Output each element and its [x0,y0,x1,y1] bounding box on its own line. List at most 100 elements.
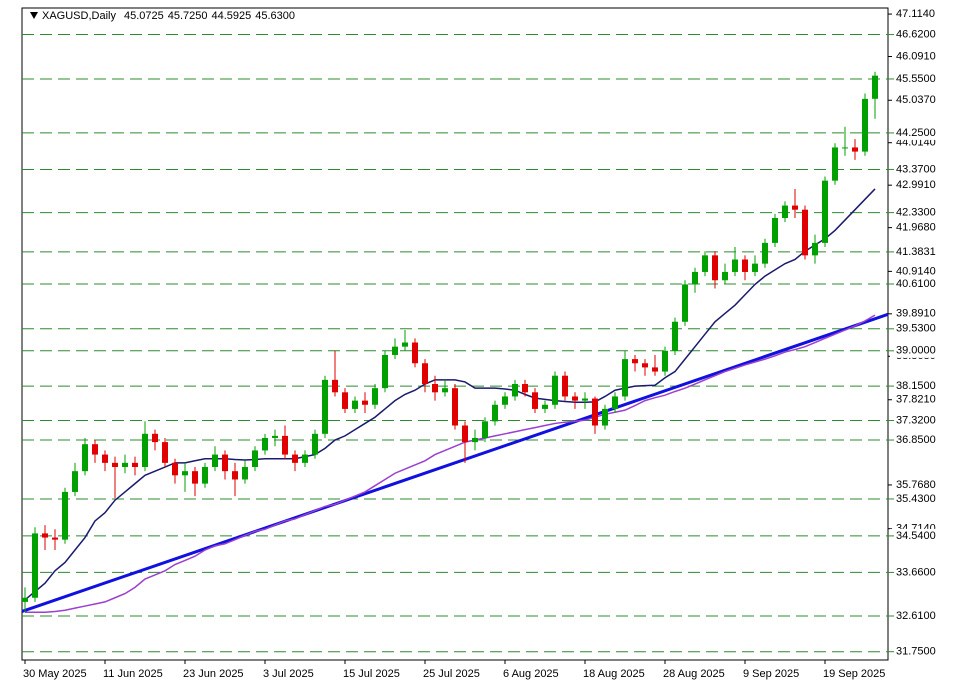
header-quote: 44.5925 [212,10,252,22]
candle-body [812,242,818,256]
collapse-icon[interactable] [30,12,38,19]
level-label: 38.1500 [896,380,936,392]
candle-body [372,388,378,405]
level-label: 33.6600 [896,566,936,578]
candle-body [782,205,788,219]
candle-body [632,359,638,364]
level-label: 37.3200 [896,414,936,426]
candle-body [542,404,548,409]
level-label-bg [890,162,958,177]
candle-body [492,404,498,422]
level-label: 44.2500 [896,127,936,139]
candle-body [792,205,798,210]
candle-body [72,471,78,492]
candle-body [652,367,658,372]
level-label: 36.8500 [896,434,936,446]
candle-body [152,433,158,443]
candle-body [612,396,618,409]
level-label-bg [890,71,958,86]
candle-body [402,342,408,347]
candle-body [422,363,428,385]
candle-body [162,442,168,463]
header-quote: 45.6300 [255,10,295,22]
x-tick-label: 6 Aug 2025 [503,668,559,680]
level-label-bg [890,413,958,428]
level-label: 34.5400 [896,530,936,542]
candle-body [462,425,468,443]
candle-body [262,437,268,451]
candle-body [22,597,28,602]
moving-average [25,314,876,614]
level-label: 35.4300 [896,493,936,505]
y-tick-label: 39.8910 [896,308,936,320]
candle-body [412,342,418,364]
candle-body [302,454,308,463]
candle-body [502,396,508,405]
candle-body [222,454,228,472]
candle-body [142,433,148,468]
candle-body [292,454,298,463]
candle-body [342,392,348,409]
candle-body [62,491,68,540]
candle-body [682,284,688,322]
candle-body [622,359,628,397]
candle-body [852,147,858,152]
level-label: 31.7500 [896,646,936,658]
y-tick-label: 45.0370 [896,94,936,106]
candle-body [232,471,238,480]
candle-body [92,444,98,455]
level-label: 39.0000 [896,345,936,357]
level-label: 39.5300 [896,323,936,335]
candle-body [602,408,608,426]
candle-body [382,354,388,389]
candle-body [592,398,598,426]
candle-body [762,242,768,264]
y-tick-label: 46.0910 [896,50,936,62]
candle-body [842,147,848,149]
candle-body [332,379,338,393]
header-quote: 45.0725 [124,10,164,22]
candle-body [272,435,278,438]
candle-body [282,435,288,455]
candle-body [712,255,718,281]
candle-body [132,462,138,468]
candle-body [452,388,458,426]
level-label-bg [890,491,958,506]
candle-body [52,537,58,540]
candle-body [42,533,48,538]
level-label-bg [890,343,958,358]
y-tick-label: 42.9910 [896,179,936,191]
y-tick-label: 40.9140 [896,265,936,277]
candle-body [802,209,808,256]
level-label: 42.3300 [896,207,936,219]
level-label-bg [890,244,958,259]
candle-body [32,533,38,598]
candle-body [552,375,558,405]
x-tick-label: 19 Sep 2025 [823,668,885,680]
candle-body [432,384,438,393]
x-tick-label: 28 Aug 2025 [663,668,725,680]
level-label: 32.6100 [896,610,936,622]
candle-body [732,259,738,272]
candle-body [442,388,448,393]
candle-body [702,255,708,272]
candle-body [212,454,218,468]
candle-body [822,180,828,243]
x-tick-label: 9 Sep 2025 [743,668,799,680]
candle-body [672,321,678,351]
candle-body [362,400,368,405]
level-label-bg [890,609,958,624]
trendline [21,312,889,613]
candle-body [752,263,758,272]
candle-body [312,433,318,455]
candle-body [862,98,868,152]
candle-body [582,398,588,401]
header-symbol: XAGUSD,Daily [42,10,116,22]
moving-average [24,188,876,601]
y-tick-label: 41.9680 [896,222,936,234]
plot-frame [21,7,889,661]
candle-body [772,218,778,243]
candle-body [662,350,668,372]
candle-body [122,462,128,468]
